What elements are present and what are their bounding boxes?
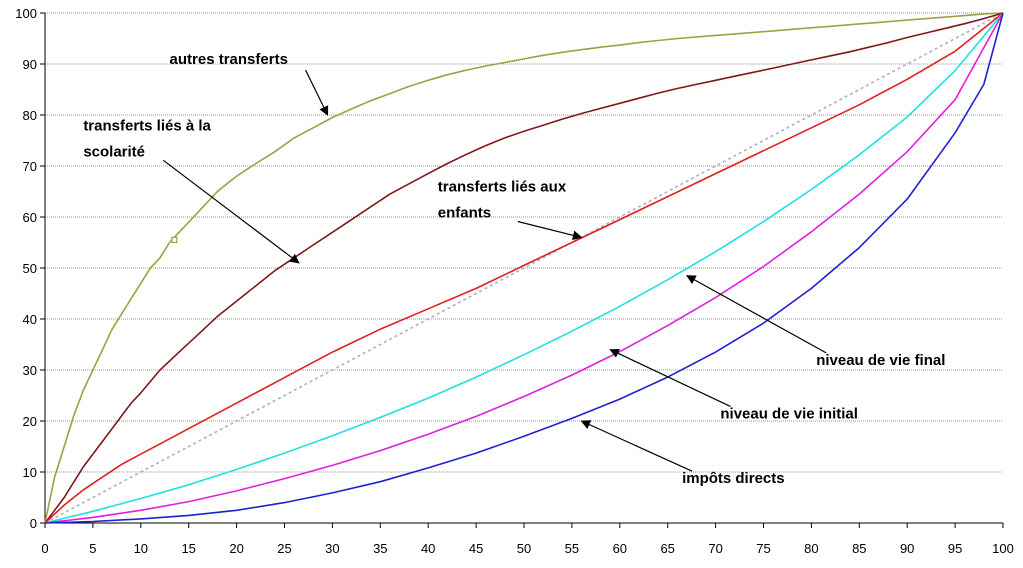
x-tick-label: 100 <box>992 541 1014 556</box>
x-tick-label: 75 <box>756 541 770 556</box>
annotation-1: transferts liés à la scolarité <box>83 117 300 264</box>
annotation-2: transferts liés aux enfants <box>438 179 583 240</box>
annotation-label: transferts liés aux <box>438 179 567 196</box>
annotation-label: transferts liés à la <box>83 117 211 134</box>
x-tick-label: 15 <box>181 541 195 556</box>
x-tick-label: 0 <box>41 541 48 556</box>
x-tick-label: 95 <box>948 541 962 556</box>
x-tick-label: 35 <box>373 541 387 556</box>
equality-diagonal <box>44 12 1004 524</box>
annotation-arrow <box>517 220 583 240</box>
annotation-arrow <box>686 275 827 354</box>
x-tick-label: 55 <box>565 541 579 556</box>
annotation-label: autres transferts <box>170 51 288 68</box>
series-line-3 <box>44 12 1004 524</box>
x-tick-label: 60 <box>613 541 627 556</box>
x-tick-label: 80 <box>804 541 818 556</box>
annotation-label: enfants <box>438 205 491 222</box>
y-tick-label: 100 <box>15 6 37 21</box>
annotation-label: impôts directs <box>682 470 785 487</box>
x-tick-label: 20 <box>229 541 243 556</box>
y-tick-label: 10 <box>23 465 37 480</box>
series-line-4 <box>44 12 1004 524</box>
annotation-3: niveau de vie final <box>686 275 945 369</box>
series-line-5 <box>44 12 1004 524</box>
y-tick-label: 80 <box>23 108 37 123</box>
y-tick-label: 70 <box>23 159 37 174</box>
y-tick-label: 50 <box>23 261 37 276</box>
series-line-2 <box>44 12 1004 524</box>
annotation-5: impôts directs <box>580 420 785 487</box>
annotation-label: niveau de vie final <box>816 352 945 369</box>
annotation-arrow <box>580 420 693 472</box>
x-tick-label: 90 <box>900 541 914 556</box>
x-tick-label: 50 <box>517 541 531 556</box>
x-tick-label: 25 <box>277 541 291 556</box>
annotation-arrow <box>609 348 731 407</box>
series-line-0 <box>44 12 1004 524</box>
annotation-label: scolarité <box>83 143 145 160</box>
axes-layer: 0 10 20 30 40 50 60 70 80 90 100 0 5 10 15 20 25 30 35 40 45… <box>15 6 1014 556</box>
x-tick-label: 5 <box>89 541 96 556</box>
y-tick-label: 20 <box>23 414 37 429</box>
series-line-1 <box>44 12 1004 524</box>
annotation-arrow <box>162 159 300 264</box>
y-tick-label: 90 <box>23 57 37 72</box>
annotation-layer: autres transferts transferts liés à la sco… <box>83 51 945 487</box>
y-tick-label: 30 <box>23 363 37 378</box>
annotation-0: autres transferts <box>170 51 329 116</box>
annotation-arrow <box>305 69 329 116</box>
y-tick-label: 0 <box>30 516 37 531</box>
x-tick-label: 45 <box>469 541 483 556</box>
y-tick-label: 40 <box>23 312 37 327</box>
x-tick-label: 65 <box>660 541 674 556</box>
series-marker <box>171 236 178 244</box>
x-tick-label: 10 <box>134 541 148 556</box>
annotation-4: niveau de vie initial <box>609 348 858 422</box>
series-layer <box>44 12 1004 524</box>
grid-layer <box>45 12 1003 473</box>
x-tick-label: 70 <box>708 541 722 556</box>
annotation-label: niveau de vie initial <box>720 405 858 422</box>
x-tick-label: 85 <box>852 541 866 556</box>
x-tick-label: 30 <box>325 541 339 556</box>
y-tick-label: 60 <box>23 210 37 225</box>
x-tick-label: 40 <box>421 541 435 556</box>
